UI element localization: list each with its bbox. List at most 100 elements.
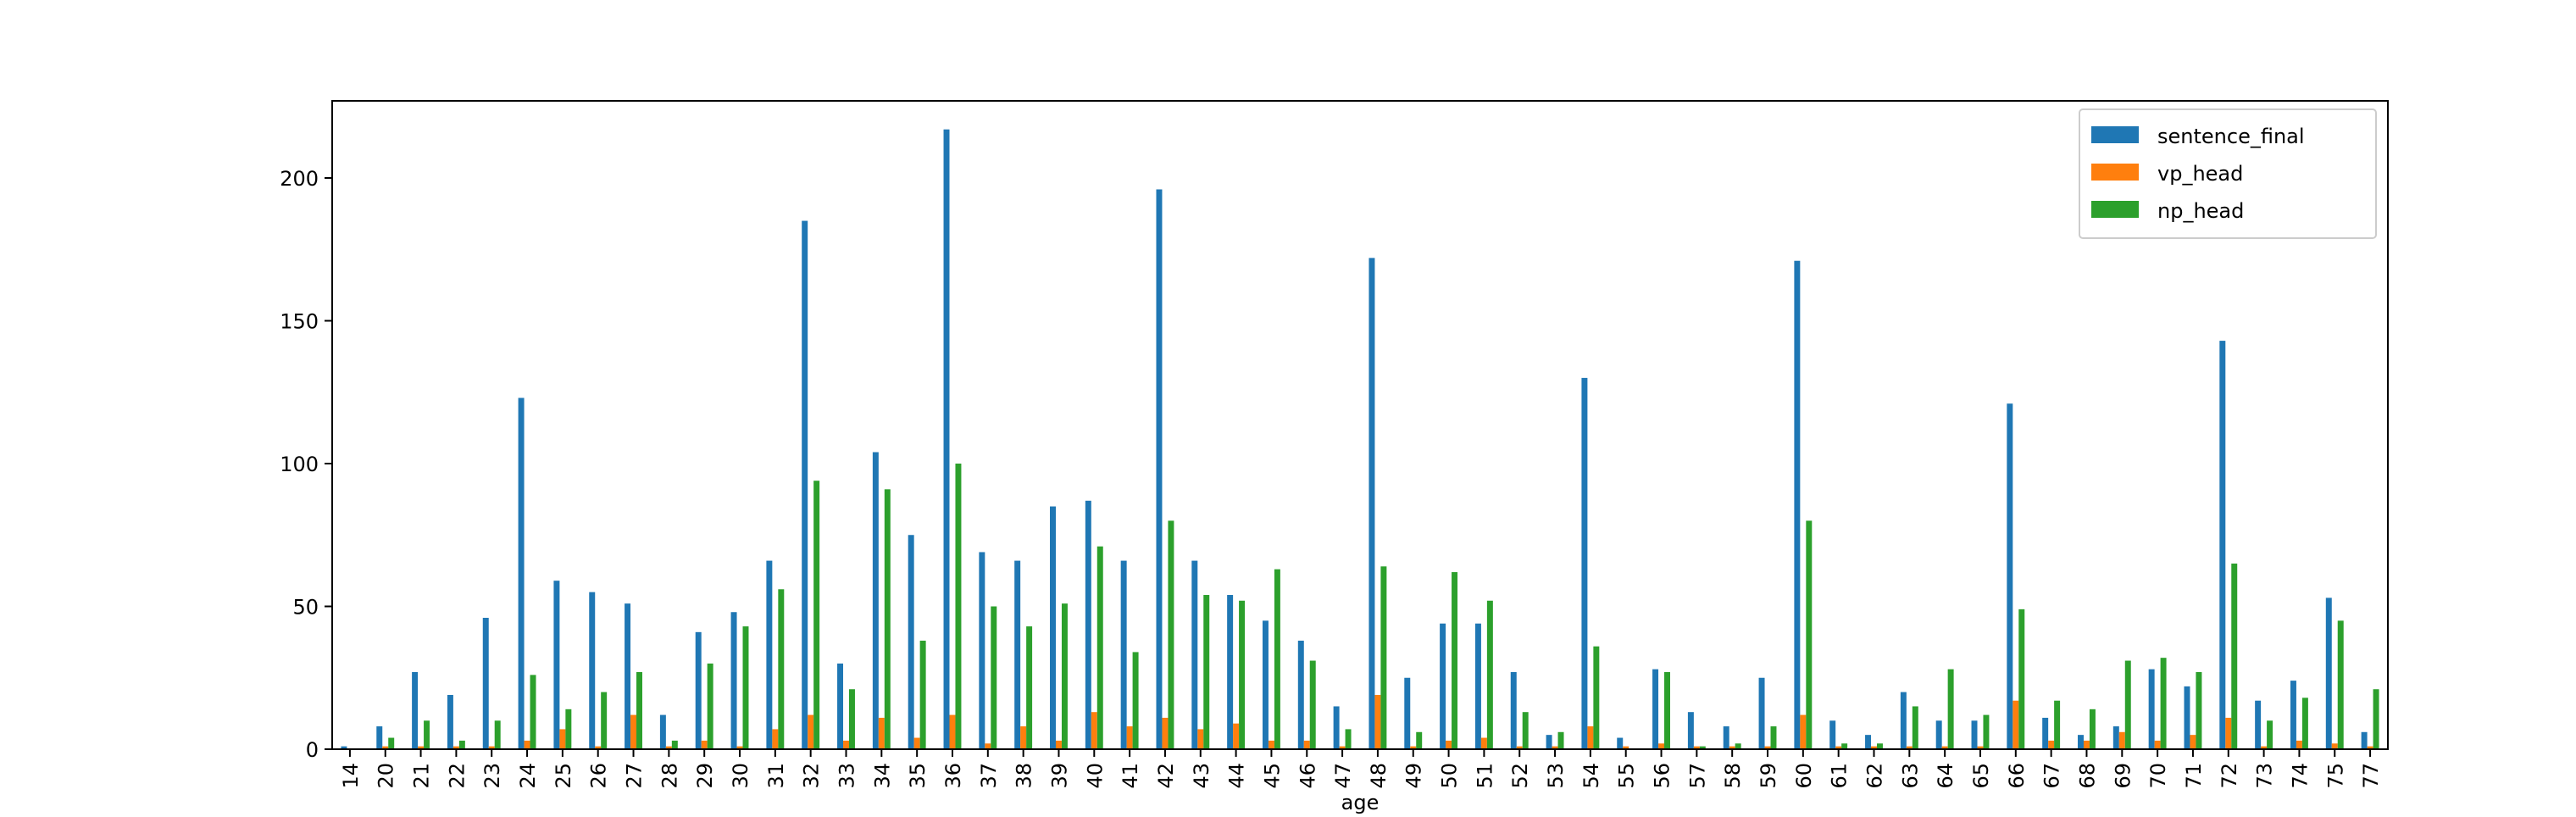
x-tick-label: 35	[906, 763, 930, 789]
bar-sentence_final-30	[730, 612, 737, 749]
bar-sentence_final-53	[1546, 735, 1552, 749]
bar-sentence_final-24	[518, 397, 525, 749]
bar-vp_head-58	[1729, 746, 1735, 749]
bar-sentence_final-58	[1723, 726, 1729, 749]
bar-vp_head-25	[559, 729, 566, 749]
bar-vp_head-55	[1623, 746, 1629, 749]
bar-np_head-69	[2124, 660, 2131, 749]
bar-sentence_final-69	[2112, 726, 2119, 749]
bar-np_head-28	[671, 740, 678, 749]
legend-box	[2079, 108, 2377, 239]
bar-sentence_final-32	[802, 220, 808, 749]
x-tick-label: 22	[445, 763, 469, 789]
bar-sentence_final-62	[1865, 735, 1872, 749]
y-tick-label: 200	[280, 167, 319, 191]
x-tick-label: 71	[2182, 763, 2206, 789]
bar-np_head-72	[2231, 563, 2238, 749]
bar-sentence_final-27	[625, 603, 631, 749]
bar-np_head-44	[1239, 600, 1246, 749]
y-tick-label: 50	[292, 595, 319, 619]
x-tick-label: 63	[1898, 763, 1922, 789]
bar-vp_head-56	[1658, 743, 1665, 749]
y-tick-label: 150	[280, 309, 319, 333]
x-tick-label: 64	[1934, 763, 1957, 789]
bar-vp_head-71	[2190, 735, 2196, 749]
bar-np_head-50	[1452, 572, 1458, 749]
x-tick-label: 27	[623, 763, 647, 789]
bar-sentence_final-23	[482, 617, 489, 749]
bar-np_head-71	[2196, 672, 2202, 749]
bar-vp_head-51	[1480, 737, 1487, 749]
bar-sentence_final-57	[1687, 712, 1694, 749]
bar-sentence_final-46	[1297, 640, 1304, 749]
bar-vp_head-32	[808, 714, 814, 749]
bar-sentence_final-72	[2219, 341, 2226, 749]
bar-vp_head-24	[524, 740, 530, 749]
bar-sentence_final-63	[1900, 692, 1907, 749]
x-tick-label: 69	[2111, 763, 2135, 789]
bar-vp_head-57	[1693, 746, 1700, 749]
x-tick-label: 61	[1828, 763, 1852, 789]
bar-sentence_final-21	[412, 672, 419, 749]
bar-vp_head-47	[1339, 746, 1346, 749]
bar-np_head-77	[2373, 689, 2379, 749]
bar-np_head-63	[1912, 706, 1918, 749]
bar-sentence_final-55	[1617, 737, 1624, 749]
x-tick-label: 23	[480, 763, 504, 789]
bar-sentence_final-26	[589, 592, 596, 749]
bar-vp_head-48	[1374, 694, 1381, 749]
bar-sentence_final-40	[1085, 500, 1091, 749]
bar-vp_head-60	[1800, 714, 1807, 749]
bar-sentence_final-67	[2042, 717, 2049, 749]
bar-vp_head-53	[1552, 746, 1558, 749]
y-axis: 0 50 100 150 200	[280, 167, 332, 762]
bar-sentence_final-42	[1156, 189, 1163, 749]
bar-vp_head-59	[1764, 746, 1771, 749]
bar-vp_head-69	[2118, 731, 2125, 749]
bar-vp_head-49	[1410, 746, 1417, 749]
bar-np_head-27	[636, 672, 642, 749]
bar-vp_head-73	[2261, 746, 2268, 749]
bar-vp_head-34	[878, 717, 885, 749]
bar-sentence_final-22	[447, 694, 453, 749]
x-tick-label: 77	[2359, 763, 2383, 789]
bar-np_head-31	[778, 589, 785, 749]
bar-sentence_final-37	[979, 552, 985, 749]
bar-np_head-57	[1699, 746, 1706, 749]
bar-sentence_final-51	[1474, 623, 1481, 749]
x-tick-label: 70	[2146, 763, 2170, 789]
bar-vp_head-52	[1516, 746, 1523, 749]
x-tick-label: 46	[1296, 763, 1319, 789]
bar-sentence_final-25	[553, 581, 560, 749]
bar-np_head-54	[1593, 646, 1600, 749]
x-tick-label: 38	[1013, 763, 1036, 789]
bar-vp_head-68	[2083, 740, 2090, 749]
bar-vp_head-54	[1587, 726, 1594, 749]
bar-vp_head-22	[452, 746, 459, 749]
x-tick-label: 75	[2323, 763, 2347, 789]
x-tick-label: 31	[764, 763, 788, 789]
bar-vp_head-46	[1303, 740, 1310, 749]
bar-sentence_final-75	[2325, 597, 2332, 749]
x-tick-label: 20	[375, 763, 398, 789]
bar-np_head-25	[565, 709, 572, 749]
bar-vp_head-50	[1446, 740, 1452, 749]
bar-np_head-41	[1132, 652, 1139, 749]
bar-vp_head-43	[1197, 729, 1204, 749]
bar-np_head-73	[2267, 720, 2273, 749]
bar-np_head-24	[530, 675, 536, 749]
bar-vp_head-21	[418, 746, 425, 749]
x-tick-label: 42	[1154, 763, 1178, 789]
bar-np_head-39	[1061, 603, 1068, 749]
x-tick-label: 55	[1615, 763, 1639, 789]
x-tick-label: 25	[552, 763, 575, 789]
x-tick-label: 43	[1190, 763, 1213, 789]
bar-sentence_final-39	[1050, 506, 1056, 749]
bar-vp_head-28	[665, 746, 672, 749]
bar-sentence_final-59	[1758, 677, 1765, 749]
bar-np_head-52	[1522, 712, 1529, 749]
bar-sentence_final-49	[1404, 677, 1411, 749]
x-tick-label: 30	[729, 763, 752, 789]
bar-sentence_final-35	[908, 535, 914, 749]
